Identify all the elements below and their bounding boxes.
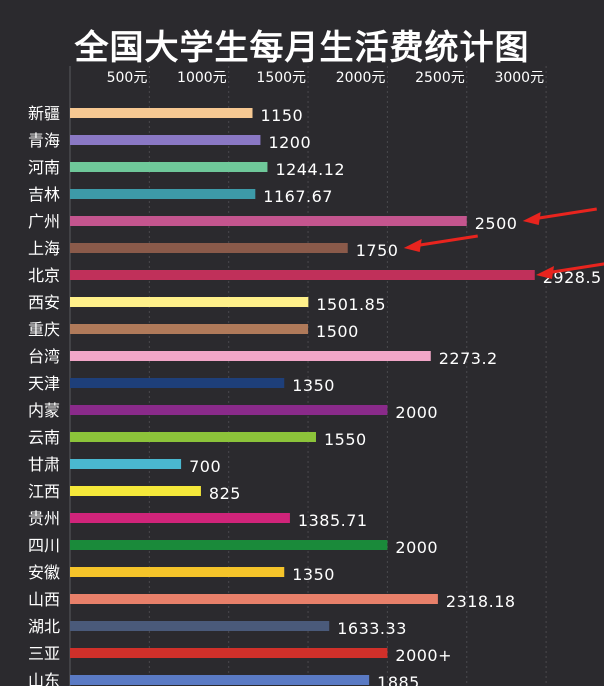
value-label: 2000 bbox=[395, 403, 438, 422]
category-label: 湖北 bbox=[28, 617, 60, 636]
value-label: 1167.67 bbox=[263, 187, 333, 206]
bar-labels: 新疆 1150 青海 1200 河南 1244.12 吉林 1167.67 广州 2500 上海 17… bbox=[28, 104, 602, 686]
bar bbox=[70, 459, 182, 469]
bar bbox=[70, 351, 431, 361]
bar bbox=[70, 405, 388, 415]
category-label: 广州 bbox=[28, 212, 60, 231]
x-tick-label: 1000元 bbox=[177, 70, 227, 86]
bar bbox=[70, 243, 348, 253]
category-label: 甘肃 bbox=[28, 455, 60, 474]
category-label: 山西 bbox=[28, 590, 60, 609]
bar bbox=[70, 621, 330, 631]
value-label: 1750 bbox=[356, 241, 399, 260]
value-label: 1200 bbox=[268, 133, 311, 152]
category-label: 青海 bbox=[28, 131, 60, 150]
value-label: 1385.71 bbox=[298, 511, 368, 530]
value-label: 2273.2 bbox=[439, 349, 498, 368]
bar bbox=[70, 162, 268, 172]
arrow-head bbox=[522, 212, 541, 225]
value-label: 1150 bbox=[261, 106, 304, 125]
x-tick-label: 3000元 bbox=[494, 70, 544, 86]
value-label: 2928.5 bbox=[543, 268, 602, 287]
arrow-shaft bbox=[413, 234, 478, 248]
category-label: 四川 bbox=[28, 536, 60, 555]
category-label: 台湾 bbox=[28, 347, 60, 366]
category-label: 贵州 bbox=[28, 509, 60, 528]
category-label: 吉林 bbox=[28, 185, 60, 204]
value-label: 1350 bbox=[292, 565, 335, 584]
value-label: 2500 bbox=[475, 214, 518, 233]
bar bbox=[70, 594, 438, 604]
value-label: 1350 bbox=[292, 376, 335, 395]
x-tick-label: 2500元 bbox=[415, 70, 465, 86]
category-label: 新疆 bbox=[28, 104, 60, 123]
bar bbox=[70, 513, 290, 523]
value-label: 2000 bbox=[395, 538, 438, 557]
arrow-shaft bbox=[532, 207, 597, 221]
bar bbox=[70, 675, 370, 685]
category-label: 三亚 bbox=[28, 644, 60, 663]
category-label: 北京 bbox=[28, 266, 60, 285]
value-label: 1500 bbox=[316, 322, 359, 341]
arrow-annotation bbox=[522, 207, 597, 225]
bar bbox=[70, 297, 309, 307]
category-label: 河南 bbox=[28, 158, 60, 177]
category-label: 安徽 bbox=[28, 563, 60, 582]
value-label: 1501.85 bbox=[316, 295, 386, 314]
category-label: 山东 bbox=[28, 671, 60, 686]
bar bbox=[70, 486, 201, 496]
chart-title: 全国大学生每月生活费统计图 bbox=[74, 28, 530, 68]
bar bbox=[70, 135, 261, 145]
arrow-head bbox=[403, 239, 422, 252]
x-axis-ticks: 500元 1000元 1500元 2000元 2500元 3000元 bbox=[107, 70, 544, 86]
annotations bbox=[403, 207, 604, 279]
category-label: 内蒙 bbox=[28, 401, 60, 420]
bar bbox=[70, 540, 388, 550]
bar bbox=[70, 378, 285, 388]
bar bbox=[70, 270, 535, 280]
category-label: 西安 bbox=[28, 293, 60, 312]
x-tick-label: 500元 bbox=[107, 70, 148, 86]
bar bbox=[70, 189, 256, 199]
arrow-shaft bbox=[545, 262, 604, 275]
value-label: 700 bbox=[189, 457, 221, 476]
category-label: 上海 bbox=[28, 239, 60, 258]
bar bbox=[70, 432, 316, 442]
x-tick-label: 1500元 bbox=[256, 70, 306, 86]
value-label: 1244.12 bbox=[275, 160, 345, 179]
category-label: 江西 bbox=[28, 482, 60, 501]
category-label: 云南 bbox=[28, 428, 60, 447]
value-label: 2000+ bbox=[395, 646, 452, 665]
bar bbox=[70, 324, 309, 334]
bar bbox=[70, 216, 467, 226]
arrow-head bbox=[536, 266, 554, 279]
value-label: 825 bbox=[209, 484, 241, 503]
value-label: 2318.18 bbox=[446, 592, 516, 611]
value-label: 1885 bbox=[377, 673, 420, 686]
value-label: 1633.33 bbox=[337, 619, 407, 638]
bar bbox=[70, 648, 388, 658]
value-label: 1550 bbox=[324, 430, 367, 449]
bars bbox=[70, 108, 535, 685]
bar bbox=[70, 567, 285, 577]
category-label: 天津 bbox=[28, 374, 60, 393]
arrow-annotation bbox=[403, 234, 478, 252]
bar bbox=[70, 108, 253, 118]
x-tick-label: 2000元 bbox=[336, 70, 386, 86]
category-label: 重庆 bbox=[28, 320, 60, 339]
arrow-annotation bbox=[536, 262, 604, 279]
